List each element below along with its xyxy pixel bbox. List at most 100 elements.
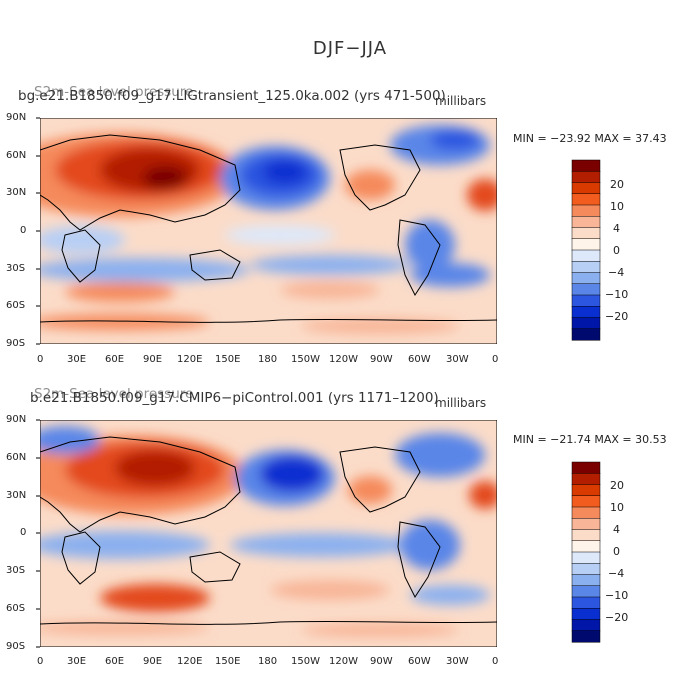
colorbar-swatch bbox=[571, 630, 601, 643]
cb2-label-neg10: −10 bbox=[605, 589, 629, 602]
p1-lon-30W: 30W bbox=[446, 354, 469, 365]
colorbar-swatch bbox=[571, 551, 601, 564]
p1-lat-0: 0 bbox=[20, 225, 27, 236]
cb1-label-0: 0 bbox=[613, 244, 620, 257]
p2-lon-30E: 30E bbox=[67, 656, 87, 667]
colorbar-swatch bbox=[571, 171, 601, 184]
colorbar-swatch bbox=[571, 204, 601, 217]
p1-lat-30S: 30S bbox=[6, 263, 26, 274]
colorbar-swatch bbox=[571, 518, 601, 531]
p1-lat-60N: 60N bbox=[6, 150, 27, 161]
p2-lat-60N: 60N bbox=[6, 452, 27, 463]
p1-lon-30E: 30E bbox=[67, 354, 87, 365]
panel-1-run-label: bg.e21.B1850.f09_g17.LIGtransient_125.0k… bbox=[18, 88, 446, 104]
panel-2-stats: MIN = −21.74 MAX = 30.53 bbox=[513, 433, 667, 446]
p2-lon-60W: 60W bbox=[408, 656, 431, 667]
colorbar-swatch bbox=[571, 317, 601, 330]
p1-lat-30N: 30N bbox=[6, 187, 27, 198]
p2-lat-90N: 90N bbox=[6, 414, 27, 425]
p1-lat-90N: 90N bbox=[6, 112, 27, 123]
cb2-label-10: 10 bbox=[610, 501, 624, 514]
colorbar-swatch bbox=[571, 473, 601, 486]
p1-lon-60W: 60W bbox=[408, 354, 431, 365]
p1-lon-0: 0 bbox=[37, 354, 44, 365]
p2-lon-0-end: 0 bbox=[492, 656, 499, 667]
map-panel-1 bbox=[40, 118, 497, 344]
p2-lon-150W: 150W bbox=[291, 656, 320, 667]
cb1-label-4: 4 bbox=[613, 222, 620, 235]
cb2-label-20: 20 bbox=[610, 479, 624, 492]
colorbar-swatch bbox=[571, 484, 601, 497]
p2-lon-120E: 120E bbox=[177, 656, 203, 667]
colorbar-swatch bbox=[571, 227, 601, 240]
panel-2-overlay-label: S2m-Sea level pressure bbox=[34, 386, 194, 402]
panel-1-ticks bbox=[36, 117, 40, 345]
colorbar-swatch bbox=[571, 216, 601, 229]
colorbar-swatch bbox=[571, 540, 601, 553]
p1-lat-60S: 60S bbox=[6, 300, 26, 311]
panel-2-ticks bbox=[36, 419, 40, 648]
p2-lon-90W: 90W bbox=[370, 656, 393, 667]
panel-1-stats: MIN = −23.92 MAX = 37.43 bbox=[513, 132, 667, 145]
colorbar-swatch bbox=[571, 608, 601, 621]
p1-lon-150W: 150W bbox=[291, 354, 320, 365]
cb1-label-neg20: −20 bbox=[605, 310, 629, 323]
panel-2-units: millibars bbox=[435, 396, 487, 410]
colorbar-swatch bbox=[571, 529, 601, 542]
cb2-label-0: 0 bbox=[613, 545, 620, 558]
p1-lon-0-end: 0 bbox=[492, 354, 499, 365]
cb1-label-neg10: −10 bbox=[605, 288, 629, 301]
colorbar-swatch bbox=[571, 182, 601, 195]
colorbar-swatch bbox=[571, 283, 601, 296]
colorbar-swatch bbox=[571, 596, 601, 609]
p1-lon-180: 180 bbox=[258, 354, 278, 365]
colorbar-swatch bbox=[571, 249, 601, 262]
colorbar-swatch bbox=[571, 328, 601, 341]
p2-lat-60S: 60S bbox=[6, 603, 26, 614]
p2-lon-150E: 150E bbox=[215, 656, 241, 667]
cb2-label-neg20: −20 bbox=[605, 611, 629, 624]
colorbar-swatch bbox=[571, 193, 601, 206]
p2-lon-90E: 90E bbox=[143, 656, 163, 667]
colorbar-swatch bbox=[571, 563, 601, 576]
colorbar-swatch bbox=[571, 495, 601, 508]
p1-lon-150E: 150E bbox=[215, 354, 241, 365]
p1-lon-120W: 120W bbox=[329, 354, 358, 365]
cb2-label-4: 4 bbox=[613, 523, 620, 536]
cb1-label-10: 10 bbox=[610, 200, 624, 213]
p2-lon-30W: 30W bbox=[446, 656, 469, 667]
p2-lat-90S: 90S bbox=[6, 641, 26, 652]
p1-lat-90S: 90S bbox=[6, 338, 26, 349]
colorbar-swatch bbox=[571, 159, 601, 172]
p2-lat-0: 0 bbox=[20, 527, 27, 538]
page-title: DJF−JJA bbox=[312, 38, 388, 59]
p2-lon-60E: 60E bbox=[105, 656, 125, 667]
colorbar-swatch bbox=[571, 261, 601, 274]
colorbar-swatch bbox=[571, 294, 601, 307]
colorbar-2 bbox=[571, 461, 601, 643]
colorbar-1 bbox=[571, 159, 601, 341]
colorbar-swatch bbox=[571, 619, 601, 632]
colorbar-swatch bbox=[571, 461, 601, 474]
panel-1-overlay-label: S2m-Sea level pressure bbox=[34, 84, 194, 100]
colorbar-swatch bbox=[571, 306, 601, 319]
p1-lon-120E: 120E bbox=[177, 354, 203, 365]
p2-lon-0: 0 bbox=[37, 656, 44, 667]
p1-lon-90W: 90W bbox=[370, 354, 393, 365]
p2-lat-30S: 30S bbox=[6, 565, 26, 576]
colorbar-swatch bbox=[571, 585, 601, 598]
cb1-label-neg4: −4 bbox=[608, 266, 625, 279]
panel-2-run-label: b.e21.B1850.f09_g17.CMIP6−piControl.001 … bbox=[30, 390, 439, 406]
colorbar-swatch bbox=[571, 238, 601, 251]
p1-lon-90E: 90E bbox=[143, 354, 163, 365]
panel-1-units: millibars bbox=[435, 94, 487, 108]
cb1-label-20: 20 bbox=[610, 178, 624, 191]
colorbar-swatch bbox=[571, 272, 601, 285]
map-panel-2 bbox=[40, 420, 497, 647]
p2-lon-120W: 120W bbox=[329, 656, 358, 667]
cb2-label-neg4: −4 bbox=[608, 567, 625, 580]
p2-lat-30N: 30N bbox=[6, 490, 27, 501]
p2-lon-180: 180 bbox=[258, 656, 278, 667]
p1-lon-60E: 60E bbox=[105, 354, 125, 365]
